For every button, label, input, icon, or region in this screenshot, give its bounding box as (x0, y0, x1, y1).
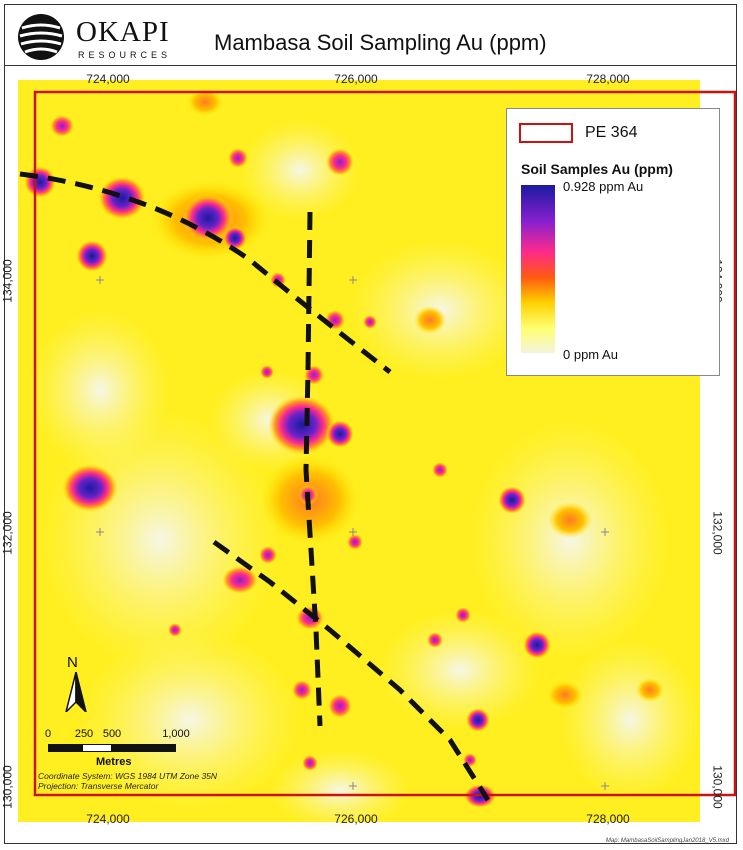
scale-units: Metres (96, 756, 132, 768)
y-tick-left-3: 130,000 (0, 765, 15, 809)
x-tick-top-3: 728,000 (586, 72, 630, 86)
x-tick-top-1: 724,000 (86, 72, 130, 86)
projection-info: Coordinate System: WGS 1984 UTM Zone 35N… (38, 771, 217, 791)
scale-label-500: 500 (102, 728, 122, 740)
projection-name: Projection: Transverse Mercator (38, 781, 159, 791)
map-title: Mambasa Soil Sampling Au (ppm) (214, 30, 547, 55)
y-tick-left-1: 134,000 (0, 259, 15, 303)
y-tick-right-3: 130,000 (710, 765, 725, 809)
logo-name: OKAPI (76, 16, 170, 48)
boundary-label: PE 364 (585, 124, 638, 141)
heatmap (18, 80, 736, 830)
x-tick-bottom-3: 728,000 (586, 812, 630, 826)
map-frame (4, 4, 737, 844)
x-tick-top-2: 726,000 (334, 72, 378, 86)
gradient-title: Soil Samples Au (ppm) (521, 161, 673, 177)
north-label: N (67, 654, 78, 671)
x-tick-bottom-1: 724,000 (86, 812, 130, 826)
map-file-name: Map: MambasaSoilSamplingJan2018_V5.mxd (605, 838, 729, 844)
scale-label-0: 0 (44, 728, 52, 740)
scale-label-250: 250 (74, 728, 94, 740)
scale-segment-1 (48, 744, 82, 752)
logo-subtitle: RESOURCES (78, 50, 172, 60)
header: OKAPI RESOURCES Mambasa Soil Sampling Au… (4, 4, 737, 66)
north-arrow-icon (65, 672, 87, 712)
scale-segment-3 (112, 744, 176, 752)
gradient-max-label: 0.928 ppm Au (563, 179, 644, 194)
scale-bar: 0 250 500 1,000 Metres (44, 728, 194, 772)
color-ramp (521, 185, 555, 353)
gradient-min-label: 0 ppm Au (563, 347, 618, 362)
map-legend: PE 364 Soil Samples Au (ppm) 0.928 ppm A… (506, 108, 720, 376)
okapi-logo-icon (18, 14, 64, 60)
coordinate-system: Coordinate System: WGS 1984 UTM Zone 35N (38, 771, 218, 781)
north-arrow: N (62, 654, 92, 714)
x-tick-bottom-2: 726,000 (334, 812, 378, 826)
scale-label-1000: 1,000 (162, 728, 190, 740)
scale-segment-2 (82, 744, 112, 752)
boundary-swatch (519, 123, 573, 143)
y-tick-right-2: 132,000 (710, 511, 725, 555)
y-tick-left-2: 132,000 (0, 511, 15, 555)
